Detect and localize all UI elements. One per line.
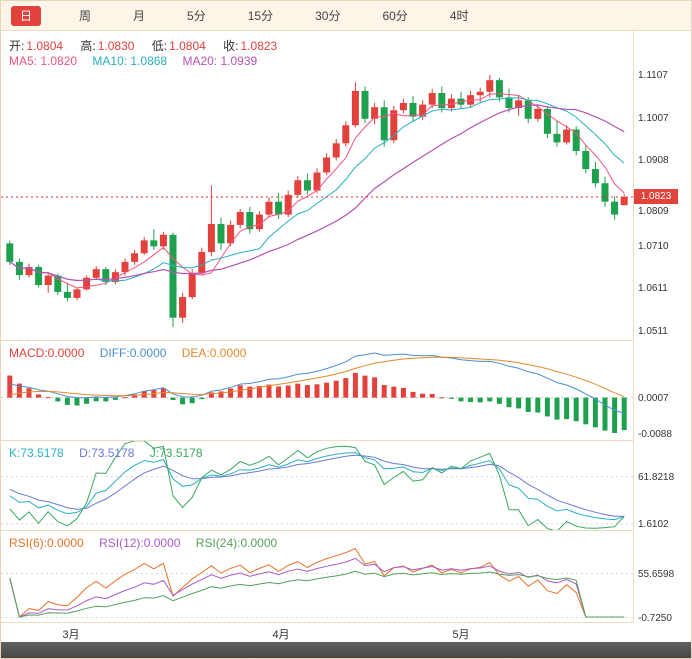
- main-price-panel: 开: 1.0804 高: 1.0830 低: 1.0804 收: 1.0823 MA5:…: [1, 31, 633, 341]
- tab-4hour[interactable]: 4时: [449, 8, 469, 23]
- macd-canvas[interactable]: [1, 341, 633, 441]
- tab-5min[interactable]: 5分: [187, 8, 206, 23]
- close-value: 1.0823: [240, 39, 278, 53]
- macd-axis-label: 0.0007: [638, 392, 669, 404]
- high-label: 高:: [80, 39, 96, 53]
- high-value: 1.0830: [97, 39, 135, 53]
- ma-readout: MA5: 1.0820 MA10: 1.0868 MA20: 1.0939: [9, 54, 269, 68]
- current-price-badge: 1.0823: [634, 188, 678, 204]
- price-axis-label: 1.0809: [638, 205, 669, 217]
- x-month-label: 4月: [272, 629, 290, 641]
- macd-value: MACD:0.0000: [9, 346, 85, 360]
- tab-day[interactable]: 日: [11, 5, 42, 26]
- macd-axis-label: -0.0088: [638, 429, 672, 440]
- k-value: K:73.5178: [9, 446, 64, 460]
- kdj-readout: K:73.5178 D:73.5178 J:73.5178: [9, 446, 215, 460]
- macd-panel: MACD:0.0000 DIFF:0.0000 DEA:0.0000: [1, 341, 633, 441]
- kdj-canvas[interactable]: [1, 441, 633, 531]
- rsi-axis-label: -0.7250: [638, 612, 672, 624]
- price-axis-label: 1.0908: [638, 155, 669, 167]
- rsi24-value: RSI(24):0.0000: [195, 536, 278, 550]
- timeframe-tabbar: 日 周 月 5分 15分 30分 60分 4时: [1, 1, 691, 31]
- price-axis-label: 1.0511: [638, 326, 668, 337]
- kdj-axis-label: 1.6102: [638, 518, 669, 530]
- rsi-axis-label: 55.6598: [638, 568, 675, 580]
- ma5-readout: MA5: 1.0820: [9, 54, 78, 68]
- rsi-readout: RSI(6):0.0000 RSI(12):0.0000 RSI(24):0.0…: [9, 536, 289, 550]
- candlestick-canvas[interactable]: [1, 31, 633, 341]
- low-value: 1.0804: [169, 39, 206, 53]
- tab-month[interactable]: 月: [133, 8, 146, 23]
- rsi6-value: RSI(6):0.0000: [9, 536, 84, 550]
- j-value: J:73.5178: [149, 446, 203, 460]
- d-value: D:73.5178: [79, 446, 135, 460]
- diff-value: DIFF:0.0000: [99, 346, 167, 360]
- kdj-panel: K:73.5178 D:73.5178 J:73.5178: [1, 441, 633, 531]
- ma20-readout: MA20: 1.0939: [182, 54, 258, 68]
- x-month-label: 3月: [62, 629, 80, 641]
- macd-readout: MACD:0.0000 DIFF:0.0000 DEA:0.0000: [9, 346, 258, 360]
- dea-value: DEA:0.0000: [181, 346, 247, 360]
- tab-30min[interactable]: 30分: [315, 8, 341, 23]
- right-axis: 1.1107 1.1007 1.0908 1.0809 1.0710 1.061…: [633, 31, 691, 624]
- price-axis-label: 1.1007: [638, 112, 669, 124]
- price-axis-label: 1.0710: [638, 240, 669, 252]
- rsi12-value: RSI(12):0.0000: [99, 536, 181, 550]
- price-axis-label: 1.0611: [638, 283, 668, 295]
- kdj-axis-label: 61.8218: [638, 471, 675, 483]
- ohlc-readout: 开: 1.0804 高: 1.0830 低: 1.0804 收: 1.0823: [9, 37, 291, 54]
- time-axis: 3月 4月 5月: [1, 623, 633, 642]
- open-label: 开:: [9, 39, 25, 53]
- bottom-bar: [1, 642, 691, 658]
- ma10-readout: MA10: 1.0868: [92, 54, 168, 68]
- rsi-panel: RSI(6):0.0000 RSI(12):0.0000 RSI(24):0.0…: [1, 531, 633, 623]
- tab-60min[interactable]: 60分: [382, 8, 408, 23]
- tab-week[interactable]: 周: [79, 8, 92, 23]
- tab-15min[interactable]: 15分: [247, 8, 274, 23]
- rsi-canvas[interactable]: [1, 531, 633, 623]
- price-axis-label: 1.1107: [638, 70, 668, 81]
- x-month-label: 5月: [452, 629, 470, 641]
- open-value: 1.0804: [26, 39, 64, 53]
- low-label: 低:: [151, 39, 168, 53]
- close-label: 收:: [223, 39, 239, 53]
